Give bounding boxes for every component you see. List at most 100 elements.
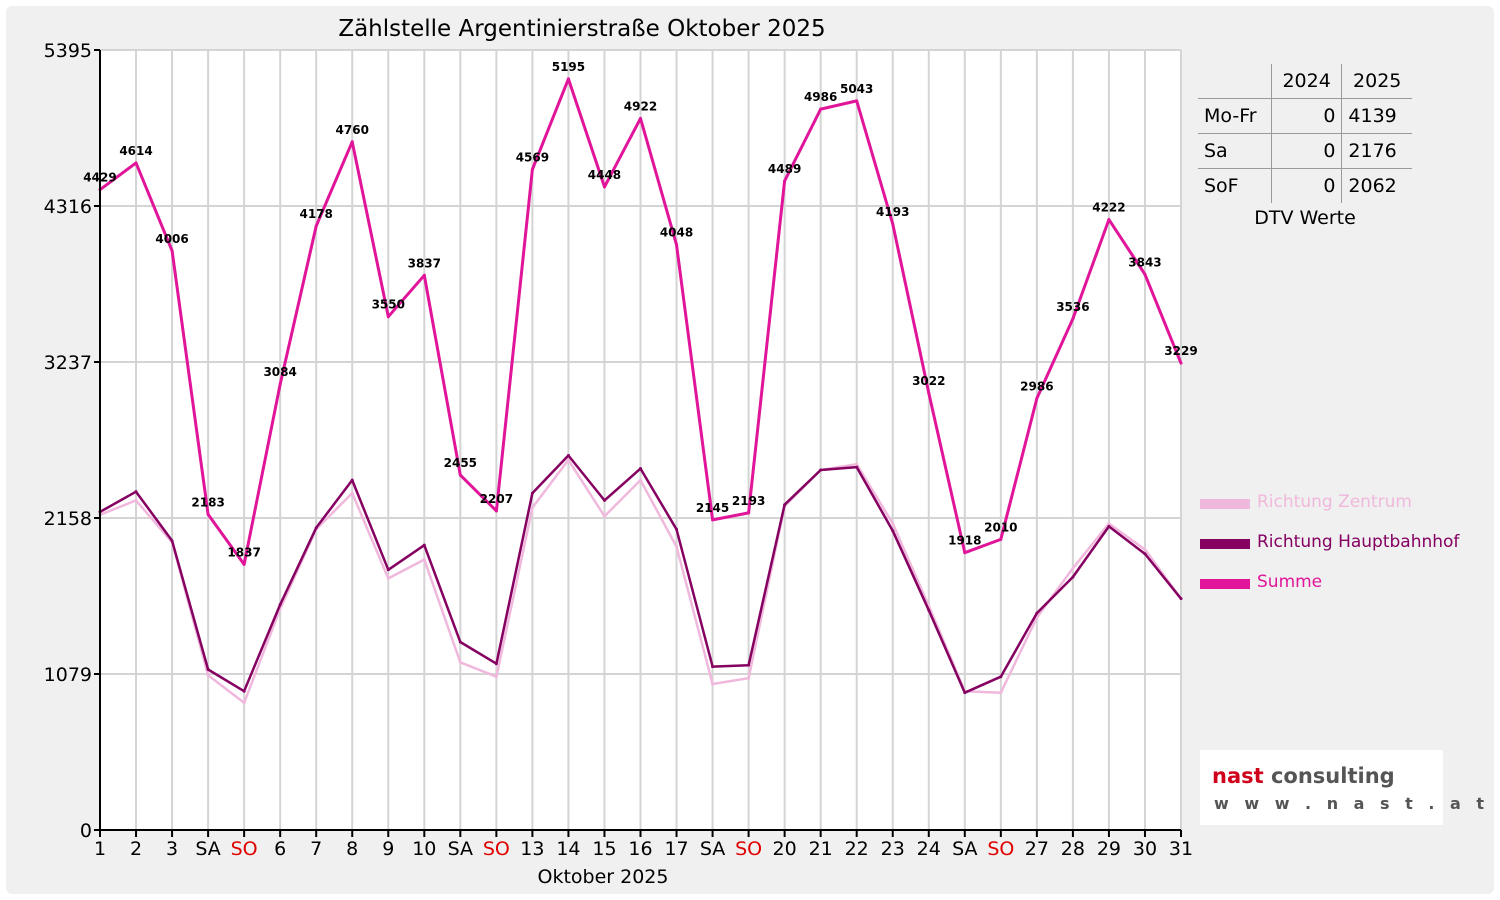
data-label: 3229 <box>1164 344 1197 358</box>
data-point <box>566 458 570 462</box>
data-label: 4760 <box>336 123 369 137</box>
data-point <box>566 77 570 81</box>
data-point <box>242 689 246 693</box>
dtv-row-label: SoF <box>1198 168 1272 203</box>
data-point <box>855 465 859 469</box>
data-point <box>855 99 859 103</box>
data-point <box>963 551 967 555</box>
data-point <box>1071 575 1075 579</box>
data-point <box>711 665 715 669</box>
data-label: 4489 <box>768 162 801 176</box>
data-point <box>855 462 859 466</box>
data-point <box>927 391 931 395</box>
data-point <box>1035 611 1039 615</box>
data-point <box>602 185 606 189</box>
data-point <box>891 521 895 525</box>
data-point <box>350 140 354 144</box>
y-tick-label: 1079 <box>44 664 92 686</box>
data-point <box>350 478 354 482</box>
y-tick-label: 0 <box>80 820 92 842</box>
data-point <box>1107 218 1111 222</box>
data-label: 2193 <box>732 494 765 508</box>
data-point <box>891 529 895 533</box>
x-tick-label: 31 <box>1169 838 1193 860</box>
data-point <box>206 668 210 672</box>
data-point <box>602 514 606 518</box>
data-point <box>530 506 534 510</box>
chart-title: Zählstelle Argentinierstraße Oktober 202… <box>338 16 825 42</box>
data-label: 2207 <box>480 492 513 506</box>
data-label: 4048 <box>660 226 693 240</box>
x-tick-label: 15 <box>592 838 616 860</box>
data-point <box>458 640 462 644</box>
data-point <box>675 243 679 247</box>
x-tick-label: 14 <box>556 838 580 860</box>
legend-swatch <box>1200 579 1250 589</box>
x-tick-label: SO <box>231 838 258 860</box>
x-tick-label: 6 <box>274 838 286 860</box>
data-point <box>927 608 931 612</box>
data-point <box>242 562 246 566</box>
dtv-caption: DTV Werte <box>1254 207 1356 229</box>
data-point <box>170 249 174 253</box>
data-point <box>494 509 498 513</box>
data-label: 2986 <box>1020 379 1053 393</box>
data-label: 4448 <box>588 168 621 182</box>
x-tick-label: 24 <box>917 838 941 860</box>
data-point <box>494 662 498 666</box>
data-point <box>999 691 1003 695</box>
data-point <box>639 467 642 471</box>
dtv-value-2025: 4139 <box>1341 98 1412 134</box>
dtv-header-blank <box>1198 64 1271 99</box>
data-point <box>386 315 390 319</box>
data-label: 2455 <box>444 456 477 470</box>
x-axis-label: Oktober 2025 <box>538 866 669 888</box>
data-point <box>675 545 679 549</box>
data-point <box>747 663 751 667</box>
data-label: 4193 <box>876 205 909 219</box>
data-label: 4006 <box>155 232 188 246</box>
logo-brand-suffix: consulting <box>1270 764 1395 788</box>
data-point <box>747 511 751 515</box>
x-tick-label: SO <box>735 838 762 860</box>
x-tick-label: 13 <box>520 838 544 860</box>
legend-swatch <box>1200 499 1250 509</box>
series-summe: 4429461440062183183730844178476035503837… <box>83 60 1198 566</box>
series-hauptbahnhof <box>98 454 1183 695</box>
data-label: 3022 <box>912 374 945 388</box>
data-point <box>206 512 210 516</box>
x-tick-label: 8 <box>346 838 358 860</box>
dtv-header-2024: 2024 <box>1270 64 1342 99</box>
y-tick-label: 4316 <box>44 196 92 218</box>
data-point <box>242 701 246 705</box>
data-point <box>134 490 138 494</box>
data-label: 4178 <box>299 207 332 221</box>
x-tick-label: SA <box>700 838 725 860</box>
x-tick-label: 27 <box>1025 838 1049 860</box>
x-tick-label: 16 <box>628 838 652 860</box>
x-tick-label: SA <box>448 838 473 860</box>
dtv-value-2025: 2062 <box>1341 168 1412 203</box>
data-point <box>494 675 498 679</box>
data-point <box>458 660 462 664</box>
data-label: 1918 <box>948 534 981 548</box>
data-point <box>1035 396 1039 400</box>
data-point <box>206 673 210 677</box>
x-tick-label: 22 <box>845 838 869 860</box>
data-label: 1837 <box>227 545 260 559</box>
dtv-value-2024: 0 <box>1270 98 1342 134</box>
data-point <box>386 568 390 572</box>
data-point <box>422 558 426 562</box>
legend-label: Richtung Zentrum <box>1257 492 1412 512</box>
dtv-value-2024: 0 <box>1270 133 1342 169</box>
data-label: 2010 <box>984 520 1017 534</box>
x-tick-label: 7 <box>310 838 322 860</box>
y-tick-label: 2158 <box>44 508 92 530</box>
data-point <box>783 179 787 183</box>
data-point <box>278 602 282 606</box>
data-point <box>999 537 1003 541</box>
dtv-table: 2024 2025 Mo-Fr 0 4139 Sa 0 2176 SoF 0 2… <box>1198 64 1412 229</box>
data-label: 4222 <box>1092 201 1125 215</box>
data-label: 4986 <box>804 90 837 104</box>
